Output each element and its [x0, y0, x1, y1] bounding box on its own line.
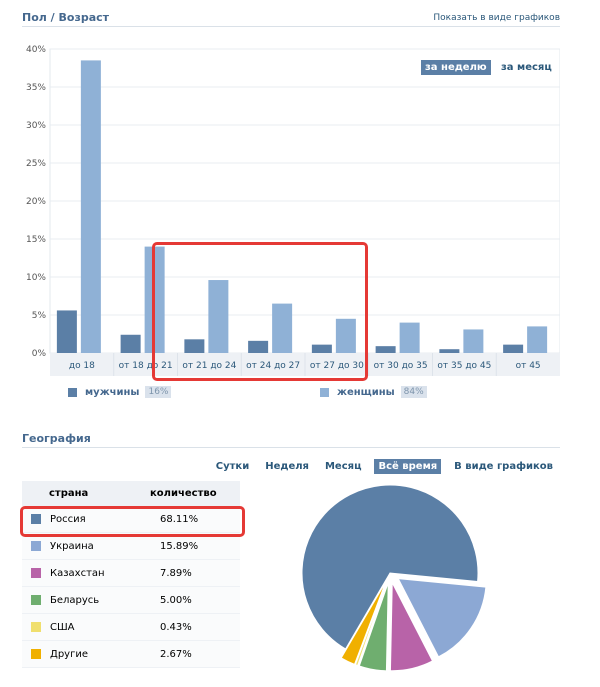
legend-men: мужчины 16% [68, 385, 172, 399]
table-row[interactable]: Украина 15.89% [22, 533, 240, 560]
row-value: 68.11% [160, 513, 199, 525]
row-color-swatch [31, 649, 41, 659]
bar-men [184, 339, 205, 353]
y-tick-label: 10% [26, 273, 46, 283]
bar-women [527, 326, 548, 353]
bar-women [272, 303, 293, 353]
x-tick-label: от 27 до 30 [310, 361, 364, 371]
x-tick-label: от 45 [516, 361, 541, 371]
y-tick-label: 5% [32, 311, 47, 321]
table-row[interactable]: Казахстан 7.89% [22, 560, 240, 587]
legend-men-label: мужчины [85, 386, 140, 398]
tab-graph-view[interactable]: В виде графиков [454, 461, 553, 472]
row-color-swatch [31, 514, 41, 524]
age-bar-chart: 0% 5% 10% 15% 20% 25% 30% 35% 40% до 18 от 18 до 2… [22, 40, 560, 376]
period-week-button[interactable]: за неделю [421, 60, 491, 75]
row-value: 15.89% [160, 540, 199, 552]
bar-men [120, 334, 141, 353]
x-tick-label: от 24 до 27 [246, 361, 300, 371]
pie-slice[interactable] [340, 581, 387, 665]
bar-women [463, 329, 484, 353]
x-tick-label: до 18 [69, 361, 95, 371]
y-tick-label: 0% [32, 349, 47, 359]
y-tick-label: 40% [26, 45, 46, 55]
pie-slice[interactable] [397, 578, 487, 658]
table-row[interactable]: США 0.43% [22, 614, 240, 641]
row-value: 2.67% [160, 648, 192, 660]
bar-women [144, 246, 165, 353]
legend-men-swatch [68, 387, 77, 397]
row-value: 7.89% [160, 567, 192, 579]
bar-men [439, 349, 460, 353]
bar-men [503, 344, 524, 353]
age-section-header: Пол / Возраст Показать в виде графиков [22, 5, 560, 27]
bar-men [311, 344, 332, 353]
x-tick-label: от 18 до 21 [119, 361, 173, 371]
x-tick-label: от 35 до 45 [437, 361, 491, 371]
bar-women [80, 60, 101, 354]
tab-week[interactable]: Неделя [265, 461, 309, 472]
row-value: 0.43% [160, 621, 192, 633]
show-graphs-link[interactable]: Показать в виде графиков [433, 13, 560, 23]
row-country: Казахстан [50, 567, 105, 579]
table-row[interactable]: Другие 2.67% [22, 641, 240, 668]
y-tick-label: 35% [26, 83, 46, 93]
row-country: Беларусь [50, 594, 100, 606]
row-country: Украина [50, 540, 94, 552]
bar-women [335, 318, 356, 353]
pie-slice[interactable] [354, 582, 388, 667]
row-color-swatch [31, 568, 41, 578]
pie-slice[interactable] [389, 582, 434, 672]
pie-slice[interactable] [358, 582, 389, 672]
age-section-title: Пол / Возраст [22, 11, 110, 24]
y-tick-label: 30% [26, 121, 46, 131]
x-tick-label: от 21 до 24 [182, 361, 236, 371]
row-country: США [50, 621, 75, 633]
legend-women: женщины 84% [320, 385, 427, 399]
geo-table: страна количество Россия 68.11% Украина … [22, 481, 240, 668]
geo-pie-chart [301, 484, 487, 672]
geo-tabs: Сутки Неделя Месяц Всё время В виде граф… [213, 459, 556, 474]
row-color-swatch [31, 595, 41, 605]
y-tick-label: 15% [26, 235, 46, 245]
row-value: 5.00% [160, 594, 192, 606]
bar-men [248, 340, 269, 353]
legend-men-pct: 16% [145, 386, 172, 398]
col-count-header: количество [150, 488, 217, 499]
y-tick-label: 20% [26, 197, 46, 207]
row-color-swatch [31, 541, 41, 551]
tab-month[interactable]: Месяц [324, 461, 362, 472]
geo-section-header: География [22, 426, 560, 448]
col-country-header: страна [49, 488, 89, 499]
row-country: Другие [50, 648, 88, 660]
y-tick-label: 25% [26, 159, 46, 169]
bar-women [208, 280, 229, 353]
geo-section-title: География [22, 432, 91, 445]
bar-men [56, 310, 77, 353]
legend-women-label: женщины [337, 386, 395, 398]
legend-women-pct: 84% [400, 386, 427, 398]
legend-women-swatch [320, 387, 329, 397]
bar-women [399, 322, 420, 353]
bar-men [375, 346, 396, 353]
age-bar-chart-svg: 0% 5% 10% 15% 20% 25% 30% 35% 40% до 18 от 18 до 2… [26, 45, 560, 376]
x-tick-label: от 30 до 35 [374, 361, 428, 371]
geo-table-header: страна количество [22, 481, 240, 506]
tab-day[interactable]: Сутки [215, 461, 250, 472]
period-month-button[interactable]: за месяц [501, 62, 552, 73]
table-row[interactable]: Беларусь 5.00% [22, 587, 240, 614]
tab-all-time[interactable]: Всё время [374, 459, 442, 474]
row-country: Россия [50, 513, 86, 525]
row-color-swatch [31, 622, 41, 632]
pie-slice[interactable] [301, 484, 479, 650]
table-row[interactable]: Россия 68.11% [22, 506, 240, 533]
